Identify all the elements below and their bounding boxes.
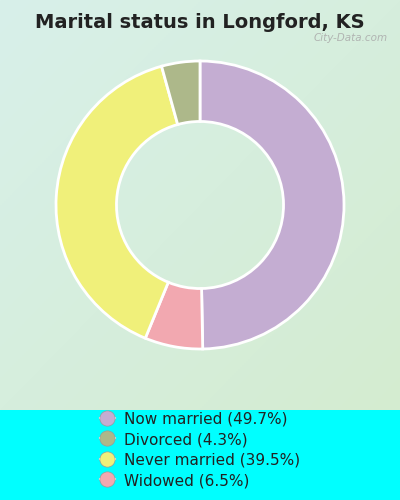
Wedge shape (162, 61, 200, 124)
Wedge shape (145, 282, 203, 349)
Text: Marital status in Longford, KS: Marital status in Longford, KS (35, 12, 365, 32)
Legend: Now married (49.7%), Divorced (4.3%), Never married (39.5%), Widowed (6.5%): Now married (49.7%), Divorced (4.3%), Ne… (100, 412, 300, 488)
Wedge shape (200, 61, 344, 349)
Wedge shape (56, 66, 178, 338)
Text: City-Data.com: City-Data.com (314, 33, 388, 43)
